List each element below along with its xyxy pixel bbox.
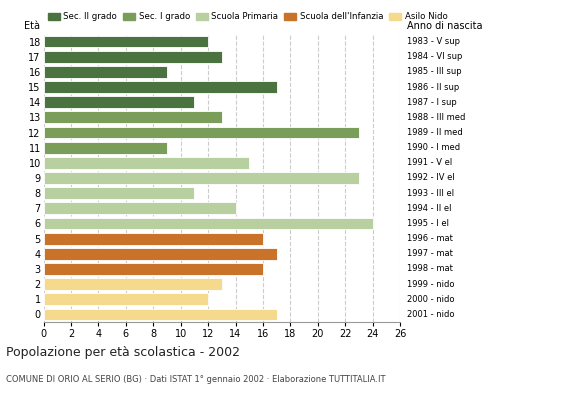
Text: 1998 - mat: 1998 - mat (407, 264, 453, 274)
Bar (44, 36, 208, 48)
Text: COMUNE DI ORIO AL SERIO (BG) · Dati ISTAT 1° gennaio 2002 · Elaborazione TUTTITA: COMUNE DI ORIO AL SERIO (BG) · Dati ISTA… (6, 375, 385, 384)
Text: 1993 - III el: 1993 - III el (407, 189, 454, 198)
Bar (44, 112, 222, 123)
Text: Popolazione per età scolastica - 2002: Popolazione per età scolastica - 2002 (6, 346, 240, 359)
Bar (44, 202, 235, 214)
Bar (44, 293, 208, 305)
Text: 1986 - II sup: 1986 - II sup (407, 82, 459, 92)
Text: 1983 - V sup: 1983 - V sup (407, 37, 460, 46)
Legend: Sec. II grado, Sec. I grado, Scuola Primaria, Scuola dell'Infanzia, Asilo Nido: Sec. II grado, Sec. I grado, Scuola Prim… (48, 12, 448, 21)
Text: 1985 - III sup: 1985 - III sup (407, 67, 462, 76)
Bar (44, 248, 277, 260)
Text: 1999 - nido: 1999 - nido (407, 280, 455, 289)
Bar (44, 172, 359, 184)
Text: Età: Età (24, 21, 40, 31)
Bar (44, 81, 277, 93)
Text: 1991 - V el: 1991 - V el (407, 158, 452, 167)
Text: 1996 - mat: 1996 - mat (407, 234, 453, 243)
Text: 1992 - IV el: 1992 - IV el (407, 174, 455, 182)
Text: 1995 - I el: 1995 - I el (407, 219, 449, 228)
Bar (44, 66, 167, 78)
Bar (44, 157, 249, 169)
Text: 2000 - nido: 2000 - nido (407, 295, 455, 304)
Text: 1997 - mat: 1997 - mat (407, 249, 453, 258)
Bar (44, 51, 222, 63)
Bar (44, 187, 194, 199)
Bar (44, 142, 167, 154)
Bar (44, 263, 263, 275)
Bar (44, 96, 194, 108)
Bar (44, 218, 373, 229)
Bar (44, 278, 222, 290)
Bar (44, 233, 263, 244)
Text: 2001 - nido: 2001 - nido (407, 310, 455, 319)
Text: 1990 - I med: 1990 - I med (407, 143, 461, 152)
Bar (44, 127, 359, 138)
Text: 1984 - VI sup: 1984 - VI sup (407, 52, 462, 61)
Text: 1994 - II el: 1994 - II el (407, 204, 452, 213)
Bar (44, 308, 277, 320)
Text: 1988 - III med: 1988 - III med (407, 113, 466, 122)
Text: Anno di nascita: Anno di nascita (407, 21, 483, 31)
Text: 1989 - II med: 1989 - II med (407, 128, 463, 137)
Text: 1987 - I sup: 1987 - I sup (407, 98, 457, 107)
